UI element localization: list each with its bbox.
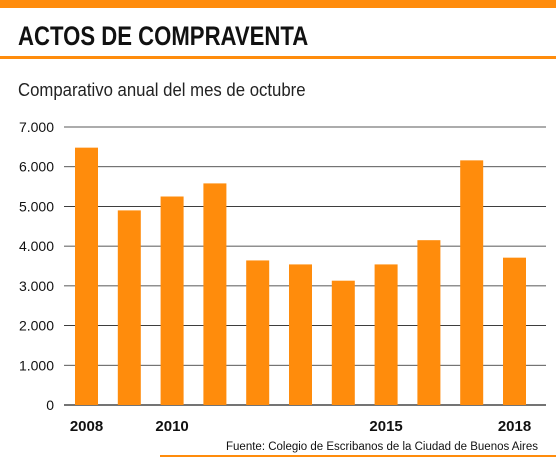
bar bbox=[246, 260, 270, 405]
y-tick-label: 3.000 bbox=[19, 278, 54, 294]
bar bbox=[374, 264, 398, 405]
y-tick-label: 0 bbox=[46, 397, 54, 413]
bar bbox=[75, 147, 98, 405]
y-tick-label: 5.000 bbox=[19, 198, 54, 214]
chart-title: ACTOS DE COMPRAVENTA bbox=[18, 21, 309, 51]
x-tick-label: 2010 bbox=[155, 418, 188, 435]
y-tick-label: 1.000 bbox=[19, 357, 54, 373]
x-axis-labels: 2008 2010 2015 2018 bbox=[70, 418, 531, 435]
bar-chart: 0 1.000 2.000 3.000 4.000 5.000 6.000 7.000 200… bbox=[19, 119, 546, 435]
x-tick-label: 2018 bbox=[498, 418, 531, 435]
bar bbox=[503, 257, 526, 405]
bottom-divider bbox=[160, 455, 556, 457]
x-tick-label: 2008 bbox=[70, 418, 103, 435]
y-axis-labels: 0 1.000 2.000 3.000 4.000 5.000 6.000 7.000 bbox=[19, 119, 54, 413]
bar bbox=[117, 210, 141, 405]
top-accent-bar bbox=[0, 0, 556, 8]
bar bbox=[331, 280, 355, 405]
y-tick-label: 4.000 bbox=[19, 238, 54, 254]
bar bbox=[160, 196, 184, 405]
bars bbox=[75, 147, 526, 405]
bar bbox=[417, 240, 441, 405]
title-divider bbox=[0, 56, 556, 59]
bar bbox=[203, 183, 227, 405]
y-tick-label: 6.000 bbox=[19, 159, 54, 175]
y-tick-label: 2.000 bbox=[19, 318, 54, 334]
bar bbox=[460, 160, 484, 405]
chart-subtitle: Comparativo anual del mes de octubre bbox=[18, 80, 306, 100]
bar bbox=[289, 264, 312, 405]
source-note: Fuente: Colegio de Escribanos de la Ciud… bbox=[226, 441, 538, 453]
y-tick-label: 7.000 bbox=[19, 119, 54, 135]
x-tick-label: 2015 bbox=[369, 418, 402, 435]
